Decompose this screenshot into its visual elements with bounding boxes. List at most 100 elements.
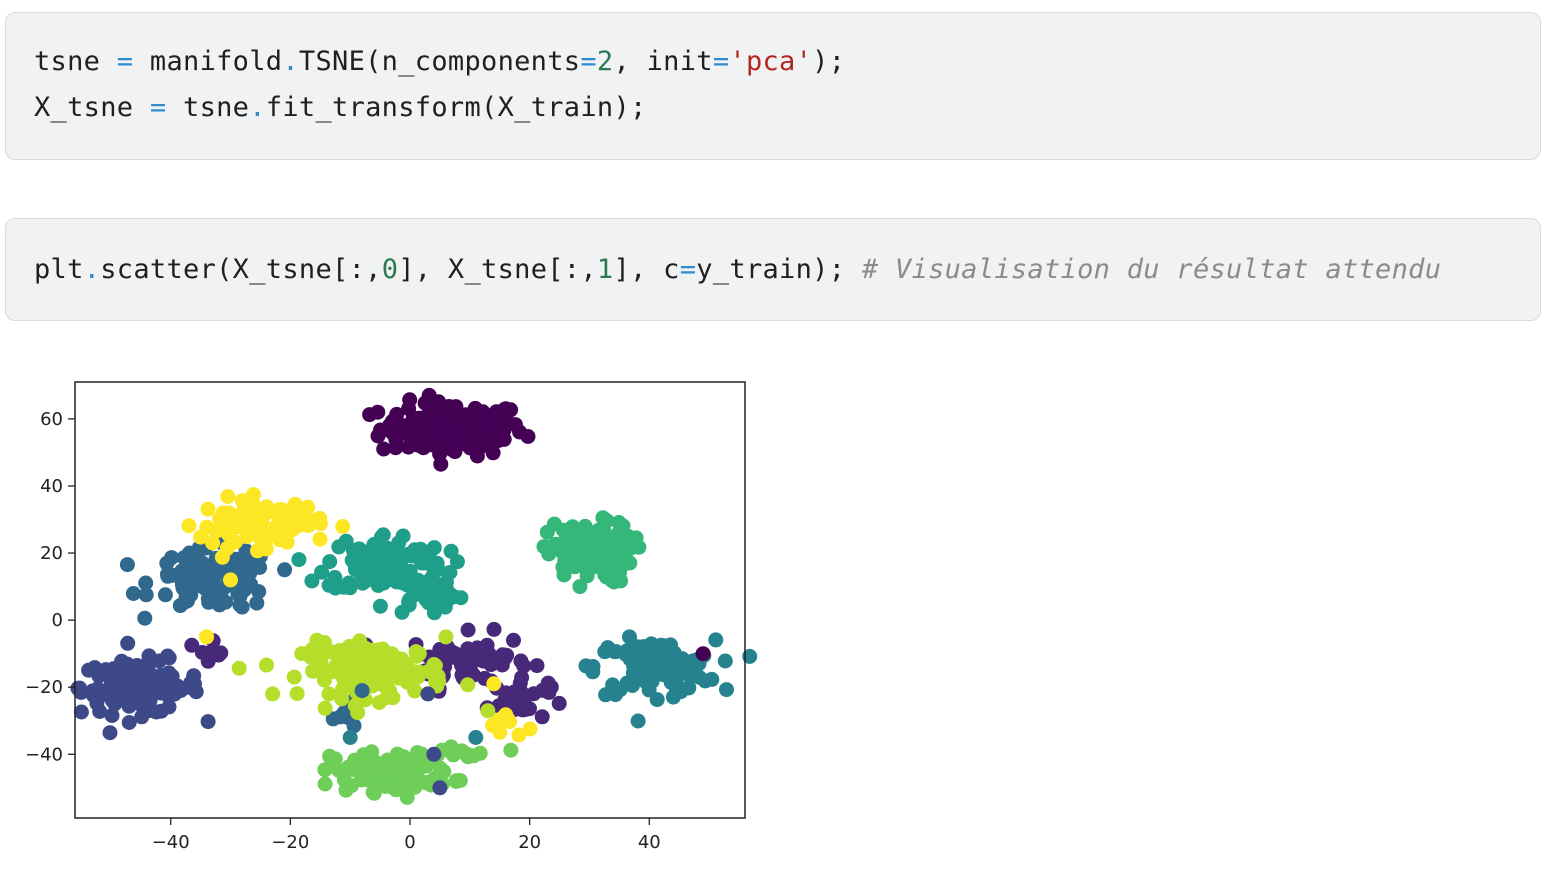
scatter-point [630,648,646,664]
scatter-point [121,715,137,730]
scatter-point [389,759,405,775]
scatter-point [314,564,330,580]
scatter-point [113,670,129,686]
code-line-2: X_tsne = tsne.fit_transform(X_train); [34,92,647,123]
scatter-point [271,532,287,548]
scatter-point [597,644,613,660]
scatter-point [407,542,423,558]
scatter-point [207,523,223,539]
scatter-point [304,573,320,589]
scatter-point [336,705,352,721]
scatter-point [248,508,264,523]
scatter-point [415,426,431,442]
scatter-point [205,645,221,661]
scatter-point [91,668,107,684]
scatter-point [362,407,378,423]
scatter-point [321,577,337,593]
scatter-point [243,576,259,592]
scatter-point [128,682,144,698]
scatter-point [434,438,450,454]
scatter-point [317,776,333,792]
x-tick-label: 20 [518,832,541,853]
scatter-point [316,672,332,688]
scatter-point [606,562,622,578]
scatter-point [394,418,410,433]
scatter-point [228,551,244,567]
scatter-point [342,730,358,745]
scatter-point [253,532,269,548]
scatter-point [355,575,371,591]
scatter-point [165,567,181,583]
scatter-point [245,487,261,503]
code-token: = [116,46,134,77]
scatter-point [695,646,711,662]
scatter-point [394,651,410,667]
scatter-point [630,659,646,675]
code-token: 2 [596,46,614,77]
scatter-point [708,632,724,648]
scatter-point [669,683,685,699]
scatter-point [555,545,571,561]
scatter-point [649,656,665,672]
scatter-plot-output: −40 −20 0 20 40 60 40 20 0 −20 −40 [0,360,780,880]
scatter-point [159,555,175,571]
scatter-point [534,709,550,725]
scatter-point [426,746,442,762]
code-cell-scatter[interactable]: plt.scatter(X_tsne[:,0], X_tsne[:,1], c=… [5,218,1541,321]
code-token: . [282,46,299,77]
scatter-point [536,539,552,555]
scatter-point [414,578,430,594]
code-token: ], X_tsne[:, [398,254,597,285]
code-line-1: plt.scatter(X_tsne[:,0], X_tsne[:,1], c=… [34,254,1441,285]
scatter-point [125,586,141,601]
scatter-point [611,515,627,530]
scatter-point [388,440,404,456]
scatter-point [482,429,498,445]
code-token: . [249,92,266,123]
scatter-point [291,552,307,568]
scatter-point [221,527,237,542]
scatter-point [187,569,203,585]
scatter-point [540,675,556,691]
scatter-point [286,669,302,685]
scatter-point [704,671,720,687]
scatter-point [602,548,618,564]
scatter-point [486,676,502,692]
scatter-point [456,414,472,430]
scatter-point [259,657,274,673]
scatter-point [354,683,370,699]
scatter-point [472,745,488,761]
scatter-point [426,540,442,556]
scatter-point [717,653,733,669]
scatter-point [104,708,120,723]
scatter-point [335,519,351,534]
scatter-point [468,730,484,745]
scatter-point [151,653,167,669]
scatter-point [348,562,363,577]
scatter-point [289,686,305,702]
scatter-point [376,441,392,457]
code-cell-tsne[interactable]: tsne = manifold.TSNE(n_components=2, ini… [5,12,1541,160]
scatter-point [85,687,101,703]
scatter-point [355,660,371,676]
scatter-point [97,686,113,702]
scatter-point [492,724,508,740]
code-token: # Visualisation du résultat attendu [861,254,1442,285]
scatter-point [420,686,436,702]
scatter-point [407,664,423,680]
scatter-point [402,392,418,408]
scatter-point [438,629,454,645]
scatter-point [119,557,135,573]
code-token: y_train); [696,254,862,285]
scatter-point [427,578,443,594]
scatter-point [157,587,173,603]
scatter-point [491,414,506,430]
x-tick-label: −20 [271,832,309,853]
scatter-point [375,549,391,565]
scatter-point [514,699,530,715]
scatter-point [138,575,154,591]
scatter-point [558,531,574,547]
code-token: manifold [133,46,283,77]
scatter-point [200,714,216,730]
scatter-point [137,610,153,626]
